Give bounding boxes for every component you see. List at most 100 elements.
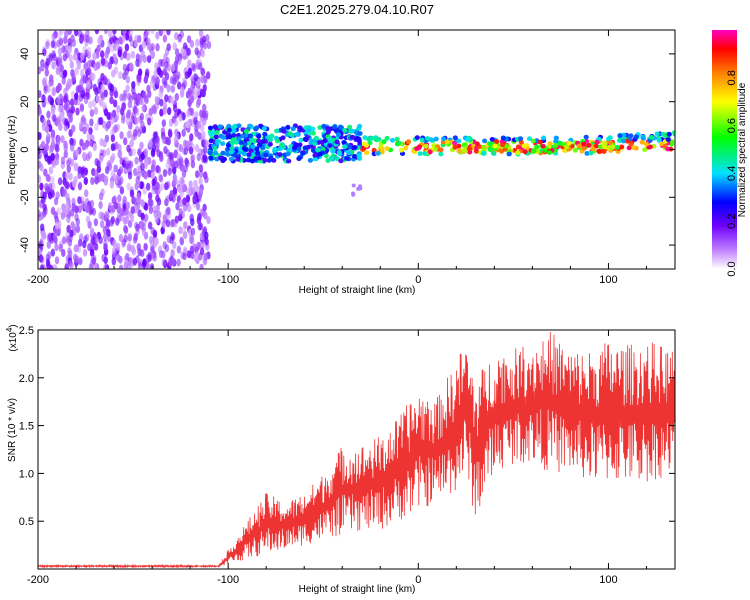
spectrogram-cell [81, 114, 86, 123]
spectrogram-cell [553, 138, 559, 144]
spectrogram-cell [121, 208, 127, 217]
spectrogram-cell [274, 128, 280, 134]
spectrogram-cell [179, 236, 184, 245]
spectrogram-cell [184, 157, 189, 166]
spectrogram-cell [163, 146, 168, 154]
spectrogram-cell [648, 134, 655, 140]
spectrogram-cell [202, 117, 207, 126]
spectrogram-cell [123, 137, 128, 146]
spectrogram-cell [64, 30, 69, 38]
spectrogram-cell [105, 78, 111, 87]
spectrogram-cell [41, 123, 47, 131]
spectrogram-cell [161, 136, 166, 144]
spectrogram-cell [46, 132, 51, 141]
spectrogram-cell [405, 139, 412, 145]
spectrogram-cell [163, 80, 168, 89]
spectrogram-cell [312, 156, 318, 162]
spectrogram-cell [240, 133, 246, 139]
spectrogram-cell [159, 108, 164, 117]
spectrogram-cell [133, 106, 138, 115]
spectrogram-cell [155, 140, 160, 149]
spectrogram-cell [164, 94, 169, 103]
spectrogram-cell [203, 139, 208, 147]
spectrogram-cell [177, 35, 182, 44]
spectrogram-cell [146, 55, 152, 64]
colorbar-ticks: 0.0 0.2 0.4 0.6 0.8 [726, 70, 738, 276]
spectrogram-cell [140, 162, 145, 171]
spectrogram-cell [150, 239, 155, 248]
spectrogram-cell [89, 248, 95, 257]
spectrogram-cell [142, 186, 147, 195]
spectrogram-cell [44, 68, 49, 77]
spectrogram-cell [628, 141, 634, 147]
spectrogram-cell [172, 241, 177, 250]
spectrogram-cell [202, 203, 207, 212]
spectrogram-cell [313, 135, 319, 141]
spectrogram-cell [389, 137, 396, 143]
spectrogram-cell [111, 153, 116, 162]
spectrogram-cell [173, 118, 179, 127]
spectrogram-cell [162, 214, 167, 223]
spectrogram-cell [126, 52, 131, 61]
spectrogram-cell [315, 147, 321, 153]
spectrogram-cell [107, 201, 113, 210]
spectrogram-cell [195, 185, 200, 194]
spectrogram-cell [182, 203, 188, 212]
spectrogram-cell [50, 248, 56, 257]
spectrogram-cell [136, 180, 141, 189]
spectrogram-cell [280, 135, 286, 141]
spectrogram-cell [334, 139, 340, 145]
spectrogram-cell [134, 116, 139, 125]
spectrogram-cell [258, 123, 264, 129]
spectrogram-cell [174, 48, 180, 57]
spectrogram-cell [93, 218, 99, 227]
spectrogram-cell [86, 132, 92, 141]
spectrogram-cell [40, 140, 46, 149]
spectrogram-cell [102, 102, 107, 111]
spectrogram-cell [129, 62, 134, 71]
spectrogram-cell [147, 198, 153, 207]
spectrogram-cell [129, 214, 135, 223]
spectrogram-cell [234, 139, 240, 145]
spectrogram-cell [122, 195, 127, 204]
spectrogram-cell [58, 123, 63, 131]
spectrogram-cell [125, 201, 130, 210]
spectrogram-cell [100, 50, 105, 59]
spectrogram-cell [136, 165, 141, 174]
spectrogram-cell [45, 258, 51, 267]
spectrogram-cell [126, 109, 131, 118]
spectrogram-cell [332, 124, 338, 130]
spectrogram-cell [80, 52, 85, 61]
spectrogram-cell [76, 97, 81, 106]
y-tick-label: 2.0 [19, 373, 34, 385]
spectrogram-cell [201, 131, 206, 139]
spectrogram-cell [310, 130, 316, 136]
spectrogram-cell [137, 74, 142, 83]
spectrogram-cell [154, 215, 159, 224]
spectrogram-cell [267, 141, 273, 147]
spectrogram-cell [161, 30, 166, 35]
spectrogram-cell [226, 123, 232, 129]
colorbar-tick-label: 0.0 [726, 261, 738, 276]
spectrogram-cell [94, 176, 99, 185]
spectrogram-cell [82, 152, 87, 160]
spectrogram-cell [277, 152, 283, 157]
spectrogram-cell [375, 151, 381, 156]
spectrogram-cell [43, 76, 48, 85]
spectrogram-cell [43, 206, 48, 215]
spectrogram-cell [150, 170, 156, 179]
spectrogram-cell [327, 136, 333, 141]
spectrogram-cell [178, 113, 183, 122]
spectrogram-cell [115, 242, 121, 251]
spectrogram-cell [112, 99, 118, 108]
x-tick-label: -200 [27, 274, 49, 286]
spectrogram-cell [249, 158, 255, 164]
spectrogram-cell [303, 137, 309, 143]
spectrogram-cell [189, 236, 194, 244]
spectrogram-cell [158, 90, 163, 99]
spectrogram-cell [170, 96, 175, 105]
spectrogram-cell [60, 135, 65, 144]
spectrogram-cell [271, 158, 277, 163]
spectrogram-cell [182, 80, 188, 89]
spectrogram-cell [337, 151, 343, 157]
